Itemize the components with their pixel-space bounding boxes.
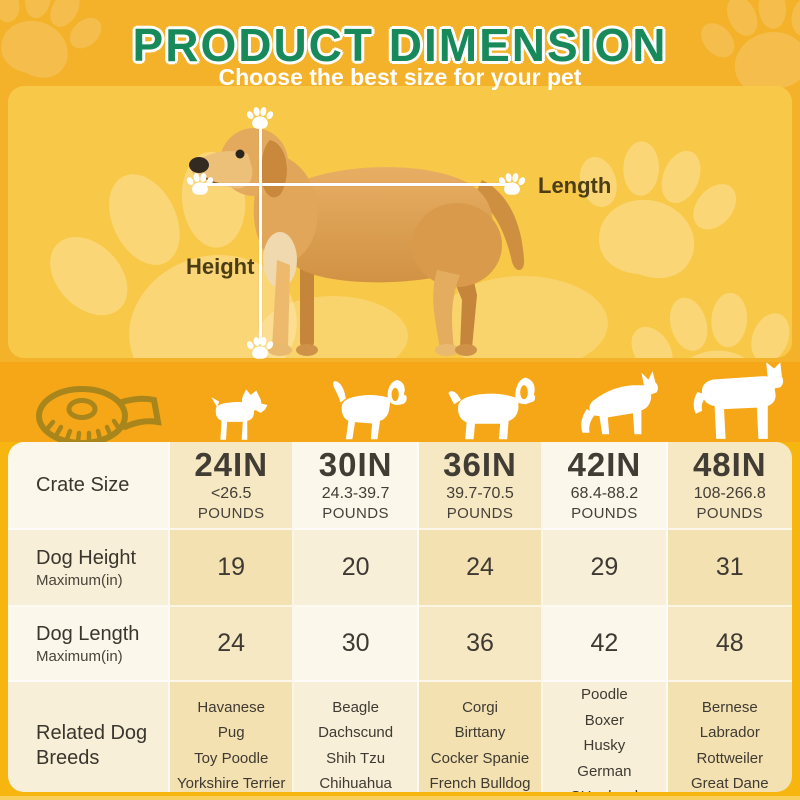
- breeds-48-cell: Bernese Labrador Rottweiler Great Dane: [667, 682, 792, 792]
- breed: Birttany: [454, 724, 506, 742]
- height-value: 19: [217, 553, 246, 581]
- dog-height-label-cell: Dog Height Maximum(in): [8, 530, 170, 607]
- breeds-24-cell: Havanese Pug Toy Poodle Yorkshire Terrie…: [170, 682, 295, 792]
- breed: Rottweiler: [696, 749, 764, 767]
- height-value: 24: [466, 553, 494, 581]
- paw-icon: [246, 334, 274, 362]
- length-value: 30: [341, 629, 370, 657]
- dog-length-label-cell: Dog Length Maximum(in): [8, 607, 170, 682]
- length-36-cell: 36: [418, 607, 544, 682]
- dog-silhouette-beagle-icon: [333, 380, 407, 440]
- breed: Shih Tzu: [326, 749, 386, 767]
- breed: Beagle: [332, 698, 379, 716]
- paw-icon: [498, 170, 526, 198]
- breed: Boxer: [584, 711, 624, 729]
- breed: Corgi: [462, 698, 498, 716]
- breed: Labrador: [699, 724, 760, 742]
- breed: Poodle: [581, 686, 628, 703]
- breed: Chihuahua: [319, 775, 392, 792]
- dog-silhouette-german-shepherd-icon: [581, 371, 658, 435]
- breed: Havanese: [197, 698, 265, 716]
- breed: Yorkshire Terrier: [177, 775, 286, 792]
- height-36-cell: 24: [418, 530, 544, 607]
- dog-length-label: Dog Length: [36, 623, 140, 645]
- dog-length-sublabel: Maximum(in): [36, 648, 123, 665]
- breed: Pug: [217, 724, 245, 742]
- length-30-cell: 30: [294, 607, 419, 682]
- crate-size-30-cell: 30IN 24.3-39.7 POUNDS: [294, 442, 419, 530]
- breed: Husky: [583, 737, 626, 754]
- page-subtitle: Choose the best size for your pet: [218, 64, 582, 90]
- pounds-label: POUNDS: [571, 505, 638, 523]
- weight-36: 39.7-70.5: [446, 485, 514, 503]
- paw-icon: [186, 170, 214, 198]
- height-value: 29: [590, 553, 619, 581]
- dog-silhouette-terrier-icon: [211, 389, 268, 440]
- breeds-label-cell: Related Dog Breeds: [8, 682, 170, 792]
- hero-section: PRODUCT DIMENSION Choose the best size f…: [0, 0, 800, 362]
- length-48-cell: 48: [667, 607, 792, 682]
- length-value: 24: [217, 629, 246, 657]
- breed: Cocker Spanie: [430, 749, 530, 767]
- height-line: [259, 126, 262, 344]
- crate-size-36-cell: 36IN 39.7-70.5 POUNDS: [418, 442, 544, 530]
- crate-size-24-cell: 24IN <26.5 POUNDS: [170, 442, 295, 530]
- height-value: 31: [715, 553, 744, 581]
- height-label: Height: [186, 254, 255, 279]
- page-title: PRODUCT DIMENSION: [132, 19, 668, 71]
- dog-height-label: Dog Height: [36, 547, 137, 569]
- length-value: 42: [590, 629, 619, 657]
- length-value: 36: [466, 629, 494, 657]
- golden-retriever-illustration: [189, 128, 525, 356]
- size-table-section: Crate Size 24IN <26.5 POUNDS 30IN 24.3-3…: [0, 442, 800, 800]
- height-value: 20: [341, 553, 370, 581]
- weight-48: 108-266.8: [693, 485, 766, 503]
- dog-height-sublabel: Maximum(in): [36, 572, 123, 589]
- size-table: Crate Size 24IN <26.5 POUNDS 30IN 24.3-3…: [8, 442, 792, 792]
- length-line: [200, 183, 512, 186]
- size-42: 42IN: [567, 445, 642, 483]
- weight-24: <26.5: [210, 485, 252, 503]
- pounds-label: POUNDS: [446, 505, 514, 523]
- breed: Toy Poodle: [194, 749, 269, 767]
- dog-silhouette-labrador-icon: [448, 377, 536, 440]
- breed: Great Dane: [691, 775, 769, 792]
- breed: German SHepherd: [571, 762, 639, 793]
- crate-size-48-cell: 48IN 108-266.8 POUNDS: [667, 442, 792, 530]
- height-42-cell: 29: [543, 530, 668, 607]
- breed: Dachscund: [318, 724, 394, 742]
- size-36: 36IN: [443, 445, 517, 483]
- length-24-cell: 24: [170, 607, 295, 682]
- crate-size-42-cell: 42IN 68.4-88.2 POUNDS: [543, 442, 668, 530]
- size-48: 48IN: [692, 445, 767, 483]
- breed: French Bulldog: [429, 775, 531, 792]
- height-48-cell: 31: [667, 530, 792, 607]
- length-42-cell: 42: [543, 607, 668, 682]
- pounds-label: POUNDS: [322, 505, 389, 523]
- weight-30: 24.3-39.7: [321, 485, 390, 503]
- breeds-42-cell: Poodle Boxer Husky German SHepherd: [543, 682, 668, 793]
- size-24: 24IN: [194, 445, 269, 483]
- pounds-label: POUNDS: [197, 505, 265, 523]
- crate-size-label: Crate Size: [36, 473, 130, 496]
- breeds-label: Related Dog Breeds: [36, 721, 148, 769]
- breeds-36-cell: Corgi Birttany Cocker Spanie French Bull…: [418, 682, 544, 792]
- pounds-label: POUNDS: [696, 505, 764, 523]
- height-30-cell: 20: [294, 530, 419, 607]
- paw-icon: [246, 104, 274, 132]
- crate-size-label-cell: Crate Size: [8, 442, 170, 530]
- tape-measure-icon: [36, 386, 162, 446]
- size-30: 30IN: [318, 445, 393, 483]
- breeds-30-cell: Beagle Dachscund Shih Tzu Chihuahua: [294, 682, 419, 792]
- dog-silhouette-great-dane-icon: [693, 362, 784, 439]
- length-value: 48: [715, 629, 744, 657]
- length-label: Length: [538, 173, 612, 198]
- height-24-cell: 19: [170, 530, 295, 607]
- breed: Bernese: [701, 698, 758, 716]
- weight-42: 68.4-88.2: [570, 485, 639, 503]
